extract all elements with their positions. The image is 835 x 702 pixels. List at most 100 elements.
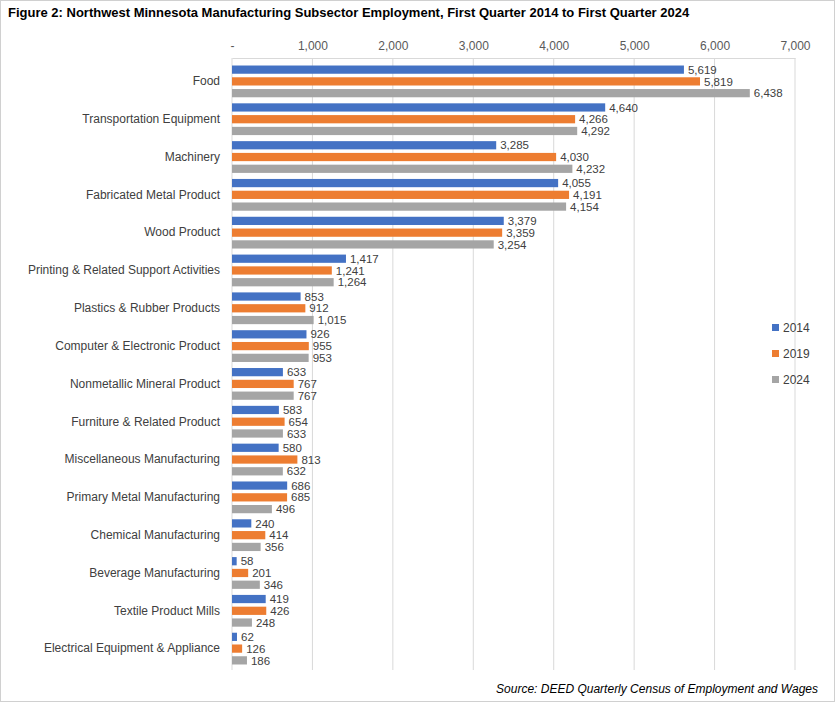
tick-label: 4,000 [539,39,569,53]
data-label: 1,417 [350,253,379,265]
tick-label: 6,000 [700,39,730,53]
data-label: 4,055 [562,177,591,189]
bar [232,368,283,376]
grid-line [232,58,233,670]
data-label: 3,285 [500,139,529,151]
data-label: 1,241 [336,265,365,277]
bar [232,266,332,274]
bar [232,179,558,187]
bar [232,444,279,452]
data-label: 346 [264,579,283,591]
data-label: 4,232 [576,163,605,175]
tick: 1,000 [298,39,328,58]
tick: Food [193,74,220,88]
tick: Primary Metal Manufacturing [67,490,220,504]
grid [232,58,795,670]
grid-line [634,58,635,670]
tick-label: Transportation Equipment [82,112,220,126]
data-label: 1,015 [318,314,347,326]
data-label: 654 [289,416,309,428]
tick: Printing & Related Support Activities [28,263,220,277]
bar [232,455,297,463]
legend-label: 2019 [783,347,810,361]
data-labels: 5,6194,6403,2854,0553,3791,4178539266335… [241,64,783,667]
frame [1,1,835,702]
data-label: 853 [305,291,324,303]
data-label: 240 [255,518,274,530]
tick-label: Textile Product Mills [114,604,220,618]
tick: Wood Product [144,225,220,239]
data-label: 926 [310,328,329,340]
data-label: 4,191 [573,189,602,201]
tick: Furniture & Related Product [71,415,220,429]
data-label: 62 [241,631,254,643]
bar [232,141,496,149]
bar [232,278,334,286]
bar [232,103,605,111]
chart: Figure 2: Northwest Minnesota Manufactur… [0,0,835,702]
grid-line [312,58,313,670]
bar [232,633,237,641]
bar [232,217,504,225]
tick: Chemical Manufacturing [91,528,220,542]
tick-label: Chemical Manufacturing [91,528,220,542]
legend-swatch [772,324,779,331]
bar [232,316,314,324]
data-label: 5,619 [688,64,717,76]
tick-label: Beverage Manufacturing [89,566,220,580]
tick: - [231,39,235,58]
data-label: 126 [246,643,265,655]
bar [232,292,301,300]
bar [232,493,287,501]
bar [232,418,285,426]
grid-line [473,58,474,670]
tick: Machinery [165,150,220,164]
legend: 201420192024 [772,321,810,387]
tick: Textile Product Mills [114,604,220,618]
data-label: 4,030 [560,151,589,163]
bar [232,255,346,263]
data-label: 356 [265,541,284,553]
bar [232,191,569,199]
tick-label: Printing & Related Support Activities [28,263,220,277]
source: Source: DEED Quarterly Census of Employm… [496,682,818,696]
data-label: 813 [301,454,320,466]
bar [232,202,566,210]
tick-label: Miscellaneous Manufacturing [65,452,220,466]
bar [232,354,309,362]
bar [232,581,260,589]
data-label: 685 [291,491,310,503]
tick-label: - [231,39,235,53]
tick: Nonmetallic Mineral Product [70,377,221,391]
tick-label: 7,000 [780,39,810,53]
tick: 7,000 [780,39,810,58]
tick: Miscellaneous Manufacturing [65,452,220,466]
grid-line [553,58,554,670]
data-label: 3,254 [498,239,527,251]
grid-line [795,58,796,670]
bar [232,644,242,652]
bar [232,127,577,135]
bar [232,519,251,527]
bar [232,342,309,350]
axis-line [233,58,796,59]
data-label: 426 [270,605,289,617]
bar [232,66,684,74]
tick: Transportation Equipment [82,112,220,126]
data-label: 201 [252,567,271,579]
tick-label: Plastics & Rubber Products [74,301,220,315]
data-label: 4,154 [570,201,599,213]
legend-label: 2024 [783,373,810,387]
legend-swatch [772,350,779,357]
data-label: 186 [251,655,270,667]
data-label: 583 [283,404,302,416]
bar [232,406,279,414]
data-label: 5,819 [704,76,733,88]
tick-label: Primary Metal Manufacturing [67,490,220,504]
tick: Electrical Equipment & Appliance [44,641,220,655]
data-label: 3,379 [508,215,537,227]
bar [232,656,247,664]
bar [232,304,305,312]
bar [232,467,283,475]
legend-item: 2024 [772,373,810,387]
